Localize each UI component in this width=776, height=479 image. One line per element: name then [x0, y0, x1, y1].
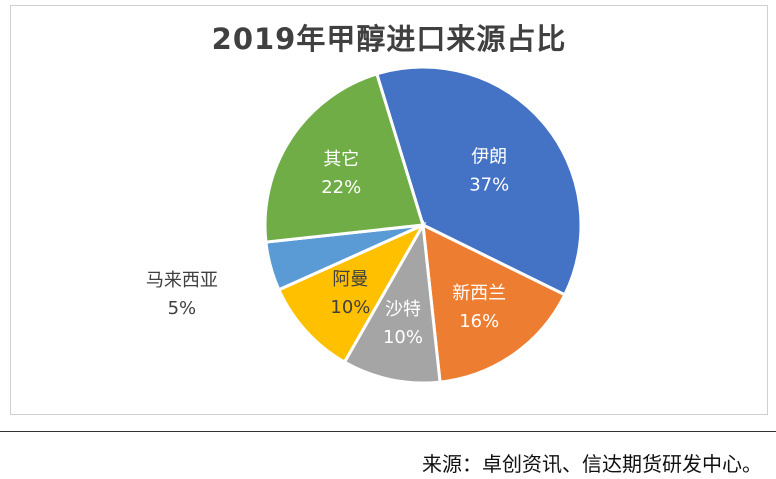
pie-label-name-5: 其它 [323, 149, 359, 170]
pie-label-value-0: 37% [469, 175, 509, 196]
pie-label-value-2: 10% [383, 327, 423, 348]
pie-slice-0 [374, 65, 583, 297]
pie-slice-2 [342, 220, 442, 385]
pie-slices [263, 65, 583, 385]
pie-label-value-3: 10% [330, 297, 370, 318]
pie-label-name-4: 马来西亚 [146, 270, 218, 291]
pie-label-name-3: 阿曼 [332, 269, 368, 290]
pie-label-value-4: 5% [168, 298, 197, 319]
source-note: 来源：卓创资讯、信达期货研发中心。 [422, 452, 762, 476]
pie-label-value-5: 22% [321, 177, 361, 198]
pie-label-name-1: 新西兰 [452, 283, 506, 304]
chart-title: 2019年甲醇进口来源占比 [211, 22, 567, 56]
pie-label-value-1: 16% [459, 311, 499, 332]
divider-line [0, 431, 776, 432]
pie-labels: 伊朗 37% 新西兰 16% 沙特 10% 阿曼 10% 马来西亚 5% 其它 22% [146, 147, 509, 348]
pie-slice-5 [263, 72, 425, 244]
pie-slice-3 [276, 221, 427, 365]
pie-chart: 伊朗 37% 新西兰 16% 沙特 10% 阿曼 10% 马来西亚 5% 其它 22% [146, 65, 583, 385]
pie-slice-1 [421, 222, 567, 384]
pie-label-name-2: 沙特 [385, 299, 421, 320]
pie-label-name-0: 伊朗 [471, 147, 507, 168]
